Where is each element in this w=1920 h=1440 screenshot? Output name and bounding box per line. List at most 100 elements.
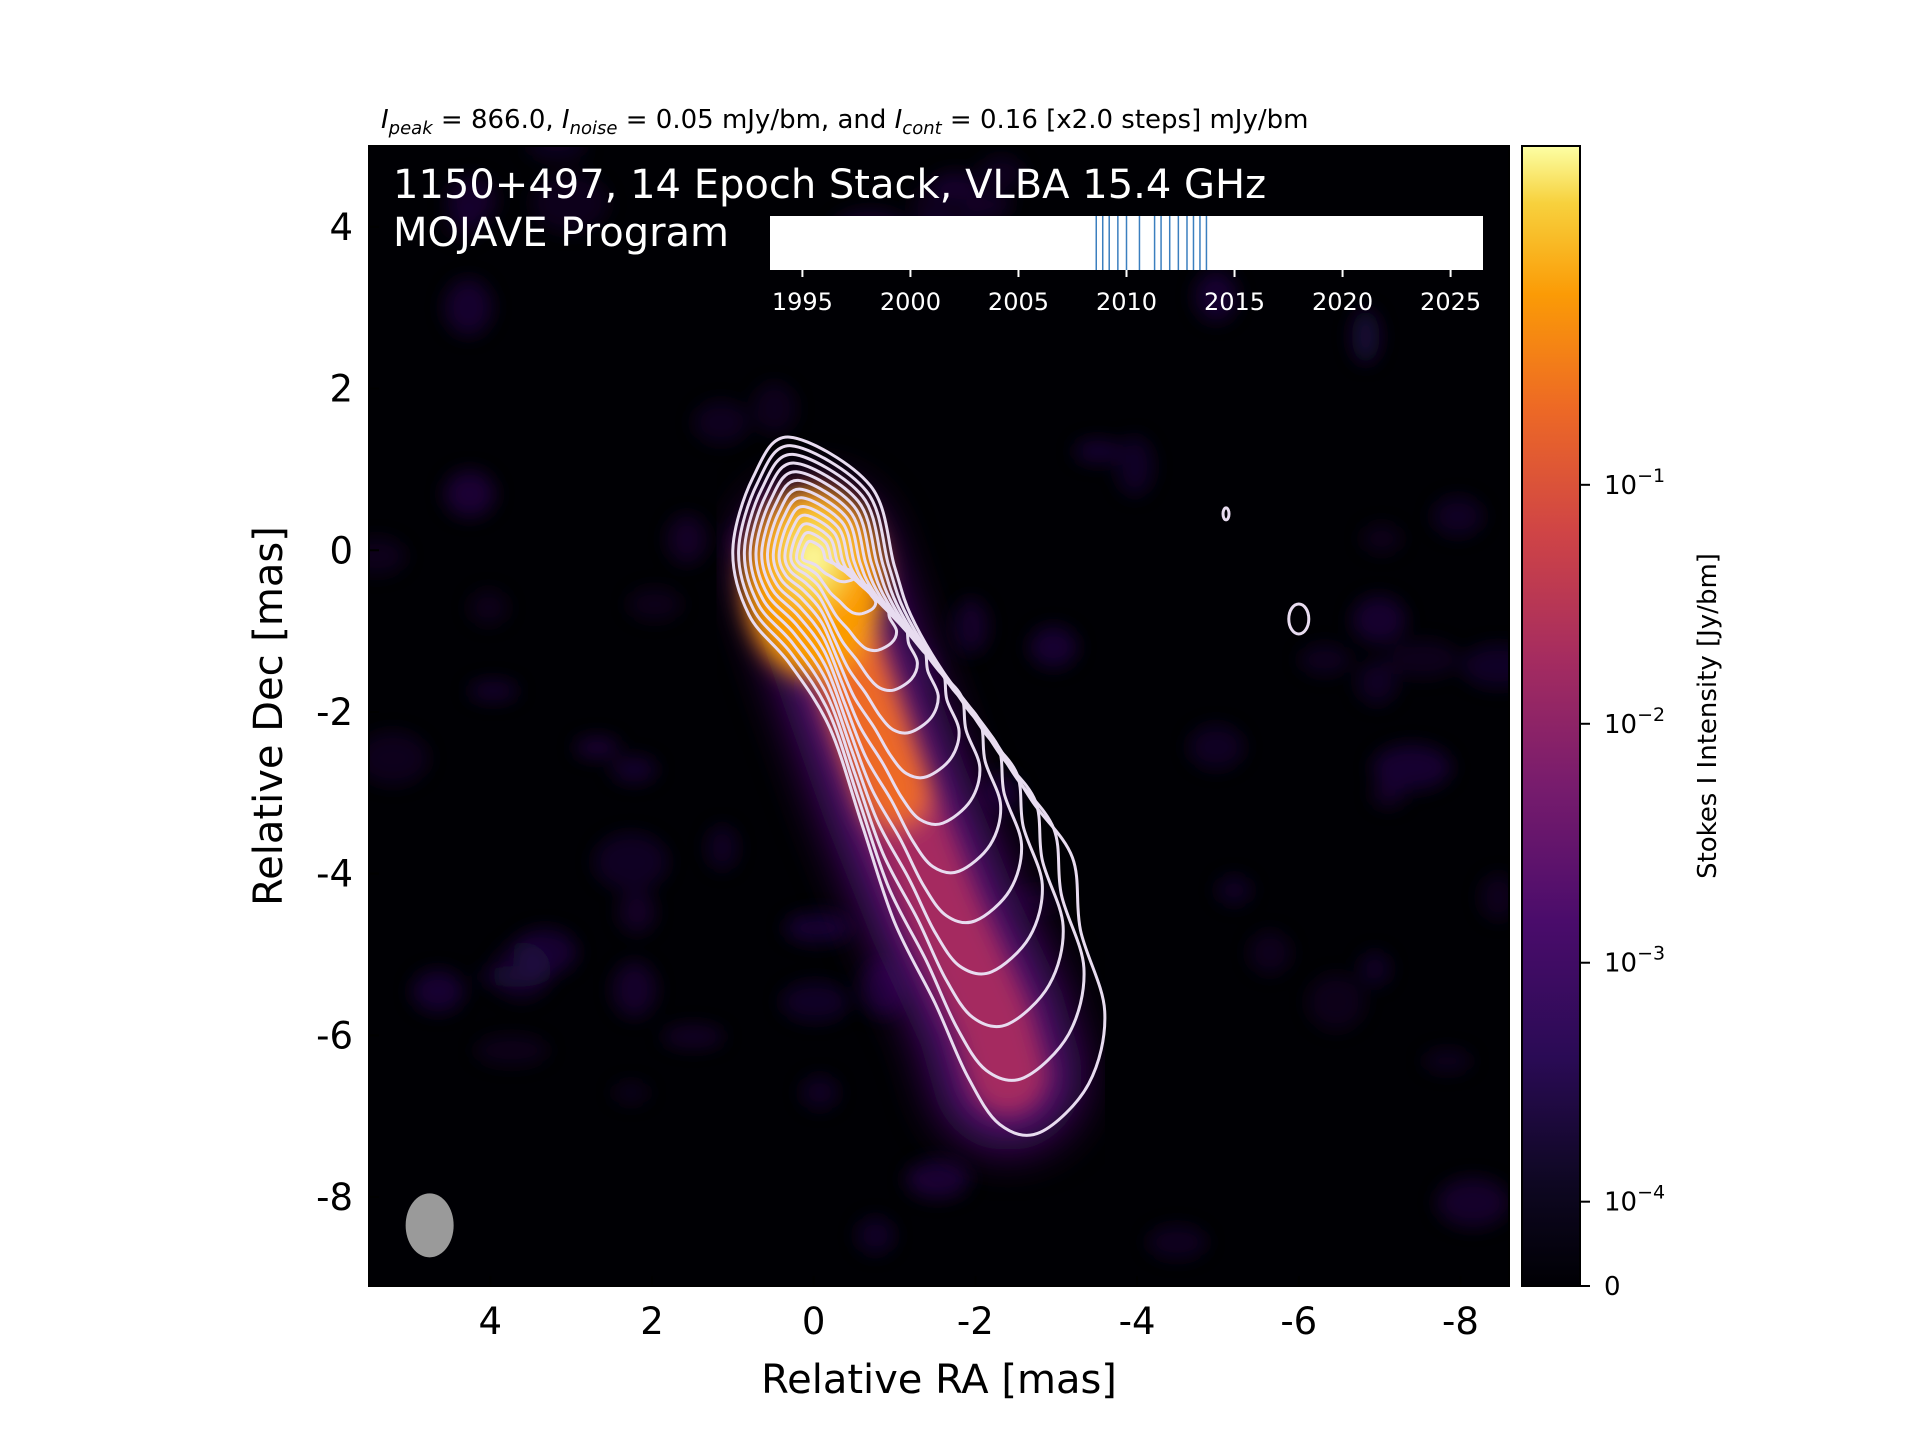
y-tick-label: 0: [329, 529, 353, 572]
x-tick-label: -6: [1280, 1300, 1317, 1343]
program-label: MOJAVE Program: [393, 210, 729, 256]
noise-blob: [706, 825, 738, 871]
contour-level: [731, 435, 1107, 1137]
timeline-tick-label: 2025: [1420, 288, 1481, 316]
contour-level: [737, 444, 1086, 1082]
noise-blob: [627, 587, 682, 621]
noise-blob: [1307, 973, 1365, 1031]
peak-symbol: I: [381, 105, 389, 135]
noise-blob: [1356, 660, 1398, 705]
noise-symbol: I: [562, 105, 570, 135]
colorbar-tick-label: 10−3: [1604, 943, 1665, 979]
noise-blob: [612, 1082, 650, 1104]
noise-blob: [752, 382, 797, 435]
colorbar-frame: [1521, 145, 1581, 1287]
noise-blob: [369, 731, 429, 786]
noise-blob: [784, 912, 851, 944]
noise-blob: [1248, 931, 1291, 975]
epoch-lines: [1095, 216, 1208, 270]
noise-blob: [1372, 744, 1452, 791]
noise-blob: [1422, 1049, 1473, 1073]
y-tick-label: 4: [329, 206, 353, 249]
isolated-contour: [1287, 602, 1311, 636]
x-tick-label: -4: [1119, 1300, 1156, 1343]
timeline-tick-label: 2005: [988, 288, 1049, 316]
noise-blob: [1359, 951, 1391, 987]
noise-blob: [1074, 439, 1122, 463]
noise-blob: [693, 401, 749, 445]
noise-blob: [667, 514, 708, 564]
beam-ellipse: [405, 1193, 454, 1258]
noise-blob: [444, 278, 493, 336]
noise-blob: [1372, 780, 1405, 808]
timeline-tick-label: 2015: [1204, 288, 1265, 316]
y-tick-label: -4: [316, 853, 353, 896]
y-axis: 4 2 0 -2 -4 -6 -8: [316, 206, 379, 1219]
noise-blob: [612, 961, 657, 1018]
noise-blob: [574, 737, 620, 759]
noise-blob: [468, 680, 519, 702]
y-axis-label: Relative Dec [mas]: [246, 526, 292, 906]
contour-level: [800, 539, 857, 584]
timeline-tick-label: 2000: [880, 288, 941, 316]
header-stats: Ipeak = 866.0, Inoise = 0.05 mJy/bm, and…: [381, 105, 1308, 139]
x-axis: 4 2 0 -2 -4 -6 -8: [479, 1276, 1479, 1343]
colorbar-label: Stokes I Intensity [Jy/bm]: [1693, 553, 1723, 879]
x-tick-label: 0: [802, 1300, 826, 1343]
noise-blob: [526, 146, 587, 159]
noise-blob: [801, 1075, 839, 1110]
x-tick-label: 4: [479, 1300, 503, 1343]
x-tick-label: -2: [957, 1300, 994, 1343]
cont-subscript: cont: [902, 118, 942, 139]
colorbar-fill: [1522, 146, 1580, 1286]
y-tick-label: -8: [316, 1176, 353, 1219]
timeline-ticks: 1995 2000 2005 2010 2015 2020 2025: [772, 270, 1481, 316]
contour-level: [794, 531, 878, 616]
source-title: 1150+497, 14 Epoch Stack, VLBA 15.4 GHz: [393, 162, 1266, 208]
noise-value: = 0.05 mJy/bm, and: [617, 105, 894, 135]
noise-blob: [1029, 626, 1078, 668]
colorbar-tick-label: 0: [1604, 1272, 1621, 1302]
colorbar-ticks: 0 10−4 10−3 10−2 10−1: [1580, 465, 1665, 1302]
noise-blob: [474, 1034, 549, 1066]
noise-blob: [1195, 270, 1238, 322]
plot-area: [369, 146, 1509, 1286]
cont-value: = 0.16 [x2.0 steps] mJy/bm: [942, 105, 1309, 135]
noise-blob: [611, 756, 657, 783]
noise-blob: [444, 470, 495, 518]
noise-blob: [662, 1025, 725, 1049]
noise-blob: [1352, 595, 1406, 644]
noise-blob: [958, 192, 1012, 220]
noise-blob: [978, 156, 1024, 191]
noise-blob: [531, 173, 609, 233]
plot-frame: [368, 145, 1510, 1287]
noise-blob: [906, 1160, 970, 1199]
noise-blob: [1147, 1225, 1208, 1259]
peak-subscript: peak: [388, 118, 435, 139]
noise-blob: [856, 1217, 895, 1254]
noise-blob: [1461, 644, 1509, 688]
noise-blob: [492, 941, 552, 1001]
noise-blob: [618, 890, 656, 934]
noise-blob: [369, 537, 407, 575]
noise-blob: [1351, 309, 1380, 364]
noise-blob: [1432, 496, 1484, 537]
noise-blob: [953, 598, 989, 655]
cont-symbol: I: [895, 105, 903, 135]
noise-blob: [412, 970, 464, 1013]
noise-blob: [594, 832, 669, 891]
noise-blob: [1116, 436, 1154, 496]
noise-blob: [1436, 1177, 1509, 1228]
noise-subscript: noise: [570, 118, 618, 139]
noise-blob: [1361, 523, 1403, 554]
noise-blob: [1216, 875, 1252, 905]
x-axis-label: Relative RA [mas]: [761, 1357, 1117, 1403]
contour-level: [742, 452, 1065, 1029]
noise-blob: [444, 207, 483, 241]
noise-blob: [931, 172, 980, 200]
colorbar: 0 10−4 10−3 10−2 10−1 Stokes I Intensity [Jy…: [1521, 145, 1723, 1302]
noise-blob: [1386, 640, 1460, 678]
timeline-tick-label: 2010: [1096, 288, 1157, 316]
colorbar-tick-label: 10−2: [1604, 704, 1665, 740]
